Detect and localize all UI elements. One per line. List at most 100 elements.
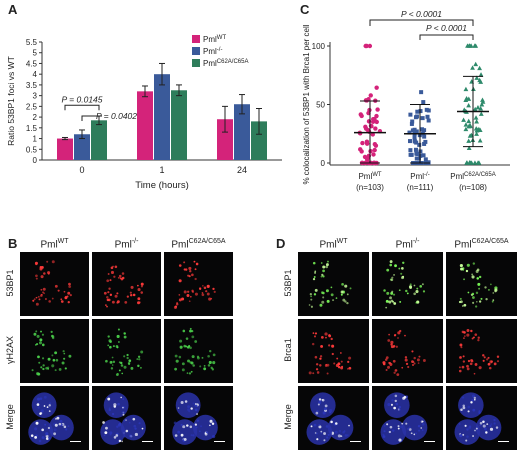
legend-swatch xyxy=(192,59,200,67)
focus-dot xyxy=(53,428,57,432)
focus-dot xyxy=(111,412,115,416)
data-point xyxy=(477,77,483,83)
focus-dot xyxy=(123,332,126,335)
focus-dot xyxy=(209,349,212,353)
focus-dot xyxy=(173,421,177,425)
focus-dot xyxy=(121,411,125,415)
focus-dot xyxy=(389,296,392,300)
focus-dot xyxy=(46,406,49,408)
focus-dot xyxy=(68,354,72,358)
data-point xyxy=(474,131,479,136)
focus-dot xyxy=(62,350,65,353)
data-point xyxy=(363,43,368,49)
focus-dot xyxy=(391,399,394,402)
focus-dot xyxy=(486,358,489,361)
data-point xyxy=(477,127,483,132)
focus-dot xyxy=(466,367,470,371)
focus-dot xyxy=(122,398,125,401)
focus-dot xyxy=(48,300,51,303)
focus-dot xyxy=(471,399,474,402)
focus-dot xyxy=(383,430,386,433)
data-point xyxy=(426,160,431,165)
focus-dot xyxy=(199,365,202,368)
focus-dot xyxy=(180,423,183,426)
focus-dot xyxy=(137,301,141,305)
focus-dot xyxy=(108,287,111,290)
micrograph-grid-d: PmlWT Pml-/- PmlC62A/C65A 53BP1 Brca1 Merge xyxy=(276,236,520,452)
focus-dot xyxy=(313,276,316,278)
focus-dot xyxy=(470,329,473,333)
focus-dot xyxy=(402,261,405,264)
micrograph xyxy=(20,319,89,383)
focus-dot xyxy=(315,368,319,371)
focus-dot xyxy=(312,372,315,375)
micrograph xyxy=(298,319,369,383)
focus-dot xyxy=(123,419,126,422)
focus-dot xyxy=(110,266,114,270)
bar xyxy=(74,134,90,160)
focus-dot xyxy=(207,364,211,367)
focus-dot xyxy=(123,365,127,369)
focus-dot xyxy=(412,364,414,367)
data-point xyxy=(426,108,431,113)
focus-dot xyxy=(42,287,46,291)
focus-dot xyxy=(117,276,120,279)
focus-dot xyxy=(58,368,62,371)
focus-dot xyxy=(51,354,54,357)
focus-dot xyxy=(319,357,322,360)
focus-dot xyxy=(340,352,342,354)
focus-dot xyxy=(473,396,477,400)
focus-dot xyxy=(212,353,216,357)
focus-dot xyxy=(326,260,329,263)
focus-dot xyxy=(463,303,467,307)
focus-dot xyxy=(326,436,329,439)
focus-dot xyxy=(189,270,192,273)
focus-dot xyxy=(116,292,119,295)
focus-dot xyxy=(398,267,401,270)
focus-dot xyxy=(189,329,192,333)
focus-dot xyxy=(130,294,133,297)
focus-dot xyxy=(38,298,41,301)
focus-dot xyxy=(122,413,125,416)
focus-dot xyxy=(51,297,54,300)
focus-dot xyxy=(488,288,490,291)
focus-dot xyxy=(402,396,406,400)
data-point xyxy=(372,147,377,153)
focus-dot xyxy=(405,289,408,293)
focus-dot xyxy=(116,346,119,349)
y-tick-label: 0 xyxy=(33,156,38,165)
focus-dot xyxy=(462,355,465,358)
focus-dot xyxy=(330,286,333,289)
focus-dot xyxy=(141,427,144,430)
focus-dot xyxy=(105,359,108,363)
focus-dot xyxy=(475,270,479,274)
data-point xyxy=(476,160,482,165)
data-point xyxy=(426,118,431,123)
focus-dot xyxy=(490,423,493,426)
nucleus xyxy=(310,392,336,418)
data-point xyxy=(412,135,417,140)
focus-dot xyxy=(348,356,352,360)
focus-dot xyxy=(413,284,416,287)
focus-dot xyxy=(335,422,338,425)
focus-dot xyxy=(200,425,203,428)
focus-dot xyxy=(393,371,396,374)
focus-dot xyxy=(125,419,127,421)
focus-dot xyxy=(461,305,464,307)
focus-dot xyxy=(394,399,397,403)
x-tick-label: 1 xyxy=(159,165,164,175)
focus-dot xyxy=(330,337,333,341)
focus-dot xyxy=(396,373,400,376)
focus-dot xyxy=(118,341,120,343)
focus-dot xyxy=(191,355,195,359)
focus-dot xyxy=(191,329,194,333)
focus-dot xyxy=(459,434,463,438)
focus-dot xyxy=(392,300,394,303)
focus-dot xyxy=(37,295,40,298)
focus-dot xyxy=(325,263,329,267)
focus-dot xyxy=(110,367,114,370)
focus-dot xyxy=(114,265,118,269)
y-tick-label: 0.5 xyxy=(26,145,38,154)
focus-dot xyxy=(35,274,38,278)
focus-dot xyxy=(107,291,110,294)
